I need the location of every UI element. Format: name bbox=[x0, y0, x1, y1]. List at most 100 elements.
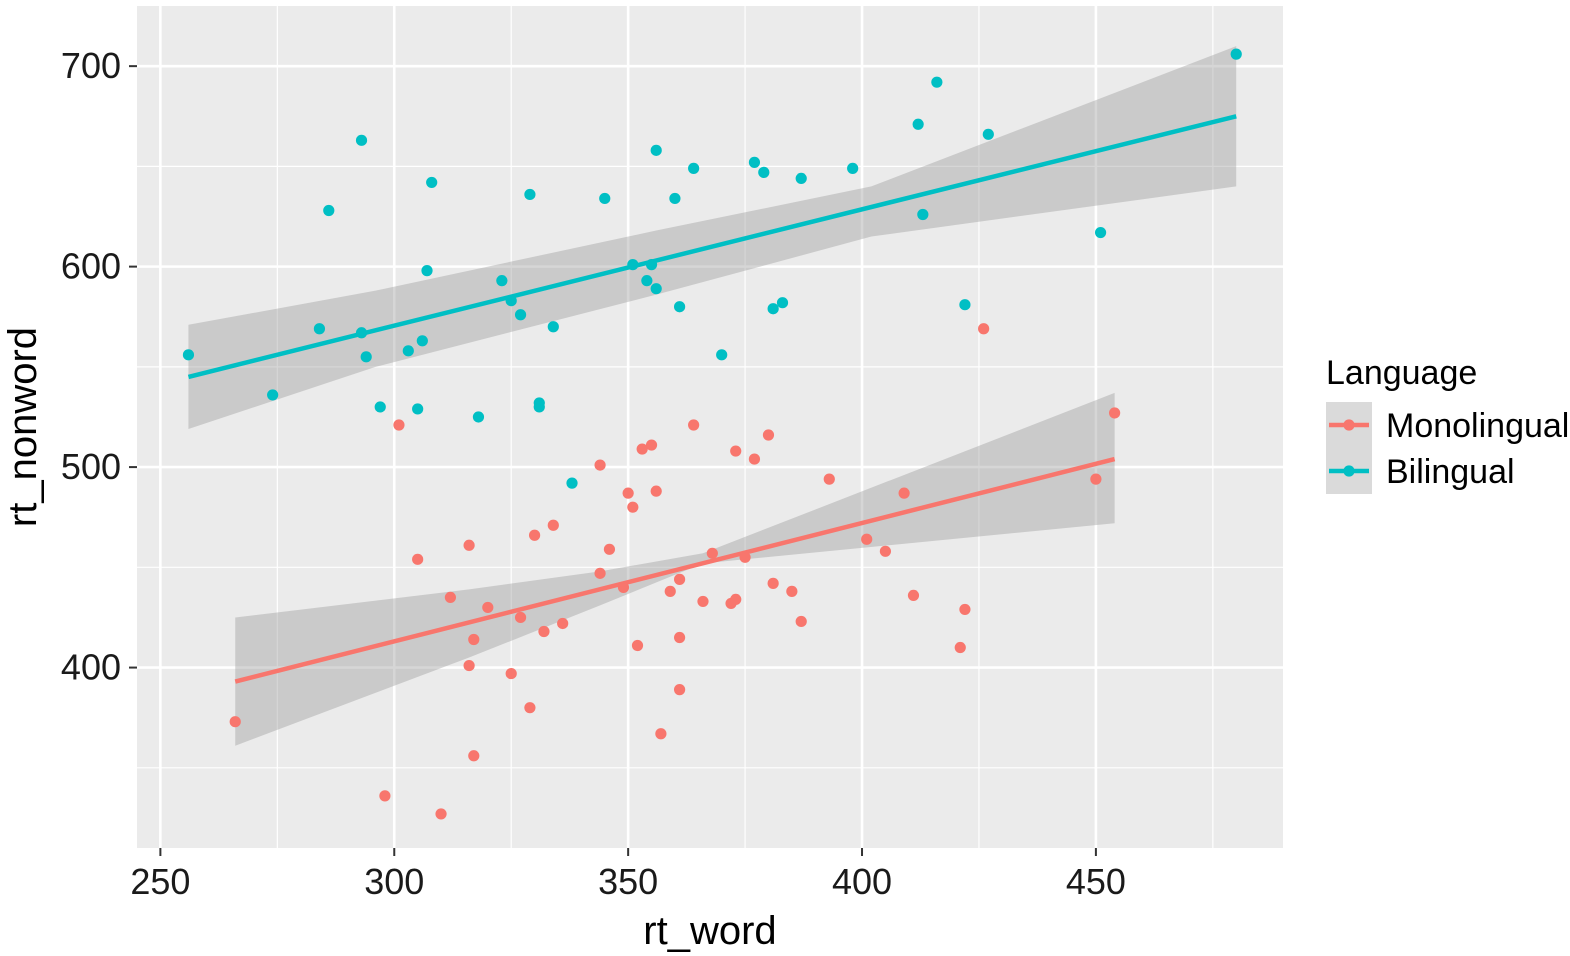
data-point-monolingual bbox=[393, 419, 405, 431]
data-point-bilingual bbox=[355, 134, 368, 146]
x-tick-label: 300 bbox=[364, 861, 424, 902]
legend-label-monolingual: Monolingual bbox=[1386, 407, 1569, 445]
data-point-monolingual bbox=[444, 591, 456, 604]
data-point-monolingual bbox=[650, 485, 662, 497]
legend-title: Language bbox=[1326, 354, 1477, 392]
data-point-bilingual bbox=[795, 172, 807, 185]
data-point-monolingual bbox=[463, 539, 475, 551]
y-tick-label: 700 bbox=[61, 45, 121, 86]
data-point-bilingual bbox=[533, 401, 545, 413]
data-point-bilingual bbox=[421, 265, 433, 277]
data-point-monolingual bbox=[730, 445, 742, 457]
data-point-monolingual bbox=[524, 702, 536, 714]
data-point-monolingual bbox=[594, 459, 606, 471]
data-point-monolingual bbox=[538, 625, 550, 638]
data-point-bilingual bbox=[514, 309, 527, 321]
data-point-monolingual bbox=[861, 533, 873, 545]
data-point-monolingual bbox=[823, 473, 835, 485]
data-point-monolingual bbox=[954, 641, 966, 654]
data-point-bilingual bbox=[669, 192, 681, 205]
legend-key-point bbox=[1343, 419, 1355, 431]
data-point-monolingual bbox=[631, 639, 644, 652]
data-point-bilingual bbox=[355, 327, 368, 339]
data-point-bilingual bbox=[688, 162, 700, 174]
data-point-monolingual bbox=[594, 567, 606, 579]
confidence-band-bilingual bbox=[188, 46, 1237, 430]
data-point-bilingual bbox=[912, 118, 924, 130]
data-point-monolingual bbox=[898, 487, 910, 499]
data-point-monolingual bbox=[435, 808, 447, 820]
data-point-bilingual bbox=[650, 144, 662, 156]
data-point-monolingual bbox=[673, 573, 686, 585]
data-point-monolingual bbox=[879, 545, 892, 557]
data-point-bilingual bbox=[426, 176, 438, 189]
data-point-monolingual bbox=[1109, 407, 1121, 419]
data-point-monolingual bbox=[482, 601, 494, 614]
data-point-bilingual bbox=[650, 283, 662, 295]
x-tick-label: 450 bbox=[1066, 861, 1126, 902]
data-point-bilingual bbox=[313, 323, 326, 335]
data-point-monolingual bbox=[557, 617, 569, 630]
y-tick-label: 400 bbox=[61, 647, 121, 688]
data-point-monolingual bbox=[617, 581, 630, 593]
data-point-monolingual bbox=[636, 443, 648, 455]
data-point-monolingual bbox=[655, 728, 667, 740]
data-point-monolingual bbox=[412, 553, 424, 565]
data-point-monolingual bbox=[688, 419, 700, 431]
data-point-monolingual bbox=[514, 611, 527, 624]
data-point-monolingual bbox=[627, 501, 639, 513]
data-point-bilingual bbox=[566, 477, 578, 489]
data-point-bilingual bbox=[627, 259, 639, 271]
data-point-monolingual bbox=[762, 429, 775, 441]
data-point-bilingual bbox=[748, 156, 761, 168]
x-tick-label: 400 bbox=[832, 861, 892, 902]
legend-key-bilingual bbox=[1326, 448, 1372, 494]
legend-key-point bbox=[1343, 465, 1355, 477]
data-point-bilingual bbox=[758, 166, 770, 178]
data-point-bilingual bbox=[360, 351, 372, 363]
data-point-monolingual bbox=[795, 615, 807, 628]
legend-label-bilingual: Bilingual bbox=[1386, 453, 1515, 491]
data-point-monolingual bbox=[706, 547, 718, 559]
data-point-bilingual bbox=[673, 301, 686, 313]
data-point-monolingual bbox=[959, 603, 971, 616]
data-point-monolingual bbox=[229, 716, 241, 728]
data-point-bilingual bbox=[982, 128, 994, 140]
data-point-monolingual bbox=[786, 585, 798, 597]
data-point-monolingual bbox=[730, 593, 742, 606]
data-point-monolingual bbox=[547, 519, 559, 531]
data-point-monolingual bbox=[528, 529, 541, 541]
data-point-bilingual bbox=[776, 297, 789, 309]
y-tick-label: 500 bbox=[61, 446, 121, 487]
data-point-bilingual bbox=[412, 403, 424, 415]
data-point-monolingual bbox=[673, 684, 686, 696]
data-point-bilingual bbox=[182, 349, 195, 361]
data-point-monolingual bbox=[673, 631, 686, 644]
data-point-bilingual bbox=[524, 188, 536, 201]
y-axis-title: rt_nonword bbox=[1, 327, 45, 527]
data-point-monolingual bbox=[907, 589, 920, 602]
data-point-bilingual bbox=[505, 295, 517, 307]
data-point-monolingual bbox=[603, 543, 616, 555]
legend-key-monolingual bbox=[1326, 402, 1372, 448]
x-axis-title: rt_word bbox=[643, 909, 776, 953]
data-point-bilingual bbox=[472, 411, 485, 423]
data-point-bilingual bbox=[599, 192, 611, 205]
x-tick-label: 350 bbox=[598, 861, 658, 902]
data-point-bilingual bbox=[402, 345, 414, 357]
data-point-bilingual bbox=[1230, 48, 1242, 60]
plot-panel bbox=[137, 6, 1283, 848]
data-point-monolingual bbox=[748, 453, 761, 465]
data-point-monolingual bbox=[664, 585, 676, 597]
data-point-bilingual bbox=[1094, 226, 1107, 239]
data-point-bilingual bbox=[547, 321, 559, 333]
data-point-bilingual bbox=[641, 275, 653, 287]
data-point-bilingual bbox=[645, 259, 658, 271]
data-point-monolingual bbox=[697, 595, 709, 608]
minor-gridlines bbox=[137, 6, 1283, 848]
data-point-monolingual bbox=[978, 323, 990, 335]
data-point-monolingual bbox=[379, 790, 391, 802]
data-point-bilingual bbox=[716, 349, 728, 361]
data-point-bilingual bbox=[931, 76, 943, 88]
